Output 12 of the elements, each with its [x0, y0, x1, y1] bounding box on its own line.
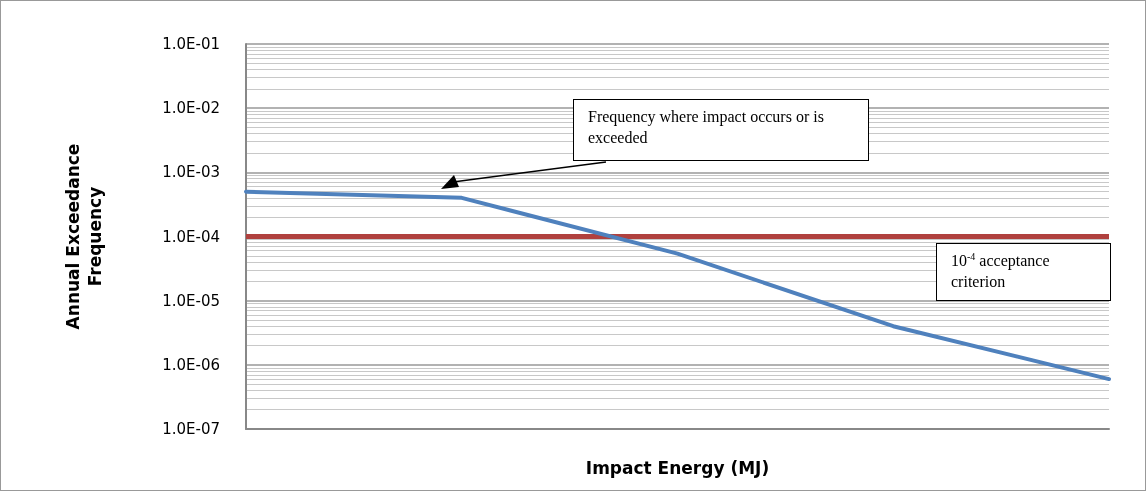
y-axis-title: Annual Exceedance Frequency [63, 143, 105, 330]
text-box: Frequency where impact occurs or is exceeded [573, 99, 869, 161]
y-tick-label: 1.0E-05 [162, 291, 220, 310]
y-tick-label: 1.0E-01 [162, 35, 220, 53]
y-tick-label: 1.0E-04 [162, 227, 220, 246]
y-tick-label: 1.0E-07 [162, 420, 220, 438]
line-series [244, 189, 1111, 382]
y-tick-label: 1.0E-03 [162, 163, 220, 182]
text-box: 10$^{-4}$ acceptance criterion [936, 243, 1111, 301]
y-tick-label: 1.0E-06 [162, 355, 220, 374]
x-axis-title: Impact Energy (MJ) [585, 457, 770, 478]
y-tick-label: 1.0E-02 [162, 99, 220, 118]
